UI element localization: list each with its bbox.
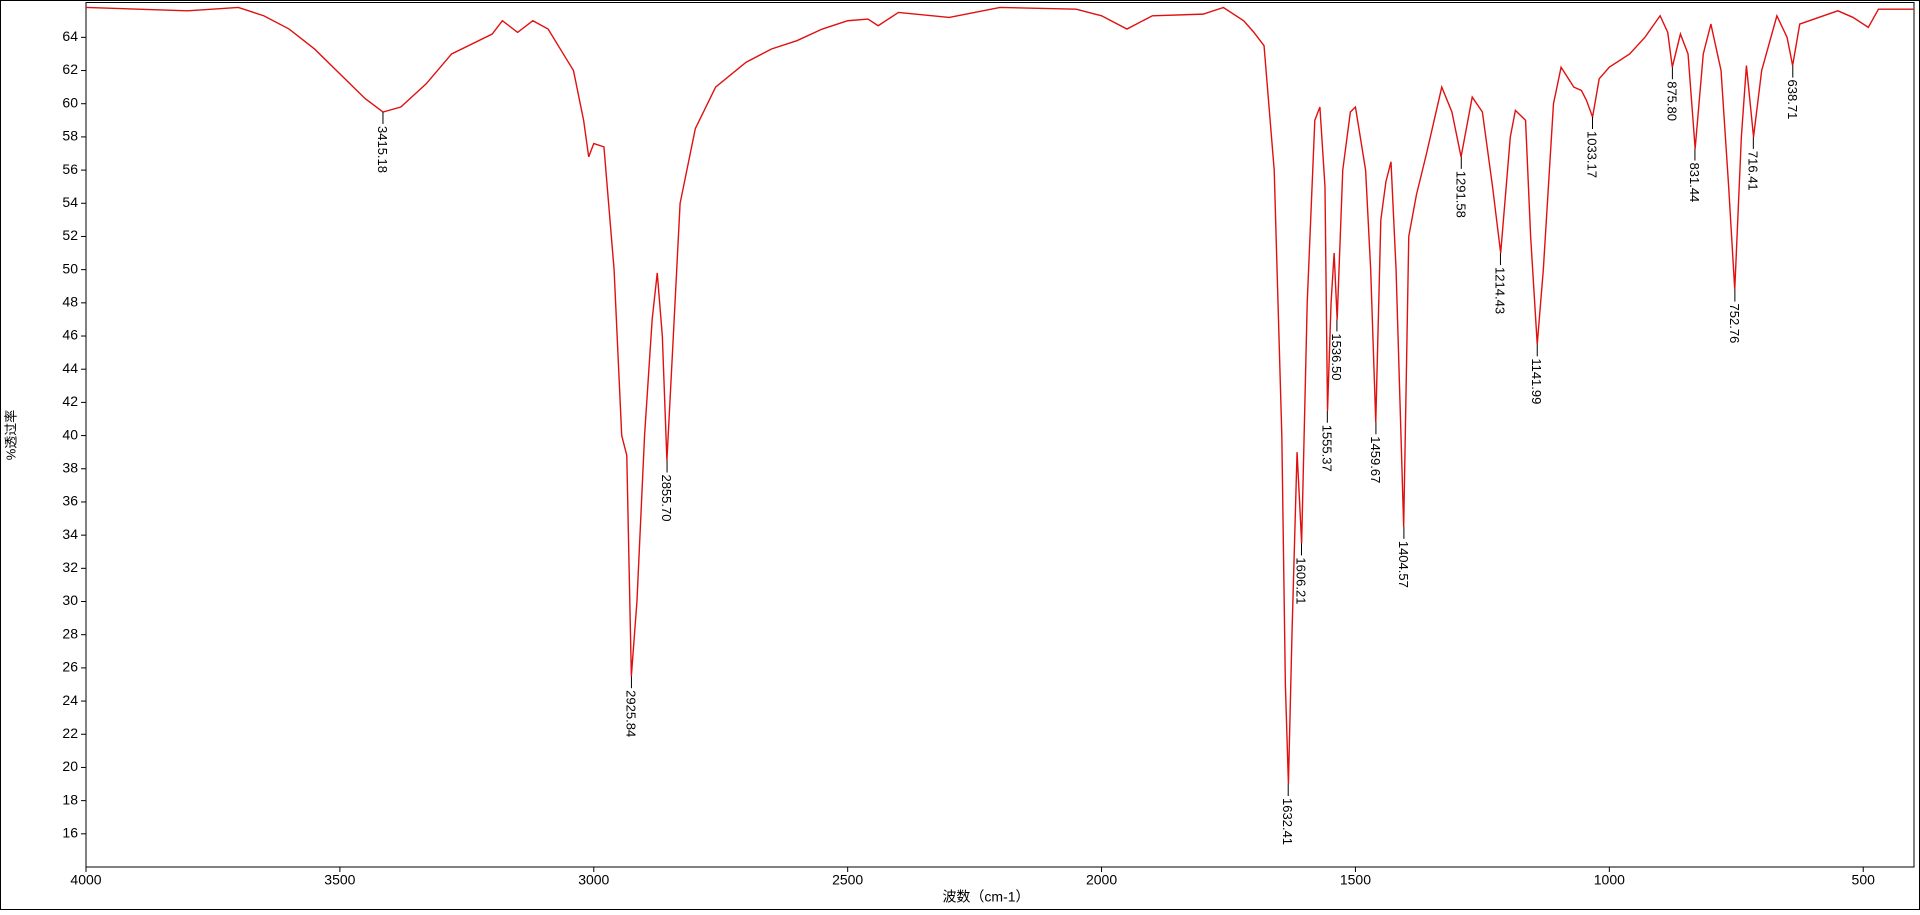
peak-label: 1404.57: [1396, 541, 1411, 588]
y-tick-label: 34: [62, 526, 78, 542]
peak-label: 2855.70: [659, 474, 674, 521]
y-tick-label: 26: [62, 659, 78, 675]
x-tick-label: 1000: [1594, 872, 1625, 888]
peak-label: 1033.17: [1584, 131, 1599, 178]
y-tick-label: 52: [62, 227, 78, 243]
x-axis-label: 波数（cm-1）: [942, 889, 1029, 905]
y-tick-label: 58: [62, 128, 78, 144]
y-tick-label: 38: [62, 459, 78, 475]
peak-label: 1536.50: [1329, 333, 1344, 380]
y-tick-label: 62: [62, 61, 78, 77]
x-tick-label: 500: [1852, 872, 1876, 888]
x-tick-label: 4000: [70, 872, 101, 888]
y-tick-label: 50: [62, 260, 78, 276]
spectrum-line: [85, 6, 1914, 785]
y-tick-label: 20: [62, 758, 78, 774]
peak-label: 1459.67: [1368, 436, 1383, 483]
y-tick-label: 48: [62, 294, 78, 310]
y-tick-label: 40: [62, 426, 78, 442]
y-tick-label: 16: [62, 825, 78, 841]
y-tick-label: 54: [62, 194, 78, 210]
y-tick-label: 22: [62, 725, 78, 741]
y-tick-label: 18: [62, 791, 78, 807]
peak-label: 2925.84: [623, 690, 638, 737]
peak-label: 3415.18: [375, 126, 390, 173]
y-tick-label: 30: [62, 592, 78, 608]
peak-label: 831.44: [1687, 163, 1702, 203]
y-tick-label: 24: [62, 692, 78, 708]
x-tick-label: 2000: [1086, 872, 1117, 888]
peak-label: 752.76: [1727, 304, 1742, 344]
y-tick-label: 42: [62, 393, 78, 409]
x-tick-label: 3500: [324, 872, 355, 888]
y-tick-label: 46: [62, 327, 78, 343]
y-tick-label: 44: [62, 360, 78, 376]
x-tick-label: 2500: [832, 872, 863, 888]
peak-label: 1291.58: [1453, 171, 1468, 218]
peak-label: 875.80: [1664, 81, 1679, 121]
y-tick-label: 36: [62, 493, 78, 509]
peak-label: 638.71: [1785, 80, 1800, 120]
y-tick-label: 56: [62, 161, 78, 177]
y-axis-label: %透过率: [3, 410, 18, 461]
y-tick-label: 28: [62, 625, 78, 641]
peak-label: 1606.21: [1294, 557, 1309, 604]
peak-label: 716.41: [1745, 151, 1760, 191]
peak-label: 1214.43: [1492, 267, 1507, 314]
x-tick-label: 1500: [1340, 872, 1371, 888]
plot-area: [85, 2, 1915, 868]
y-tick-label: 64: [62, 28, 78, 44]
y-tick-label: 60: [62, 94, 78, 110]
peak-label: 1632.41: [1280, 798, 1295, 845]
peak-label: 1141.99: [1529, 358, 1544, 404]
x-tick-label: 3000: [578, 872, 609, 888]
y-tick-label: 32: [62, 559, 78, 575]
peak-label: 1555.37: [1319, 425, 1334, 472]
